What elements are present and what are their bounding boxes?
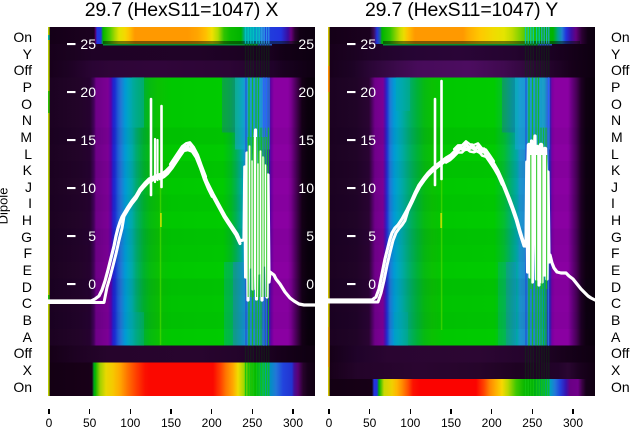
svg-text:15: 15	[80, 132, 96, 148]
svg-text:5: 5	[368, 228, 376, 244]
svg-text:25: 25	[80, 36, 96, 52]
svg-text:0: 0	[306, 276, 314, 292]
svg-text:25: 25	[360, 36, 376, 52]
svg-text:10: 10	[360, 180, 376, 196]
svg-text:20: 20	[360, 84, 376, 100]
svg-text:0: 0	[368, 276, 376, 292]
svg-text:5: 5	[88, 228, 96, 244]
svg-text:0: 0	[88, 276, 96, 292]
svg-text:15: 15	[360, 132, 376, 148]
svg-text:10: 10	[298, 180, 314, 196]
svg-text:15: 15	[298, 132, 314, 148]
svg-text:10: 10	[80, 180, 96, 196]
svg-text:20: 20	[80, 84, 96, 100]
svg-text:5: 5	[306, 228, 314, 244]
svg-text:20: 20	[298, 84, 314, 100]
svg-text:25: 25	[298, 36, 314, 52]
